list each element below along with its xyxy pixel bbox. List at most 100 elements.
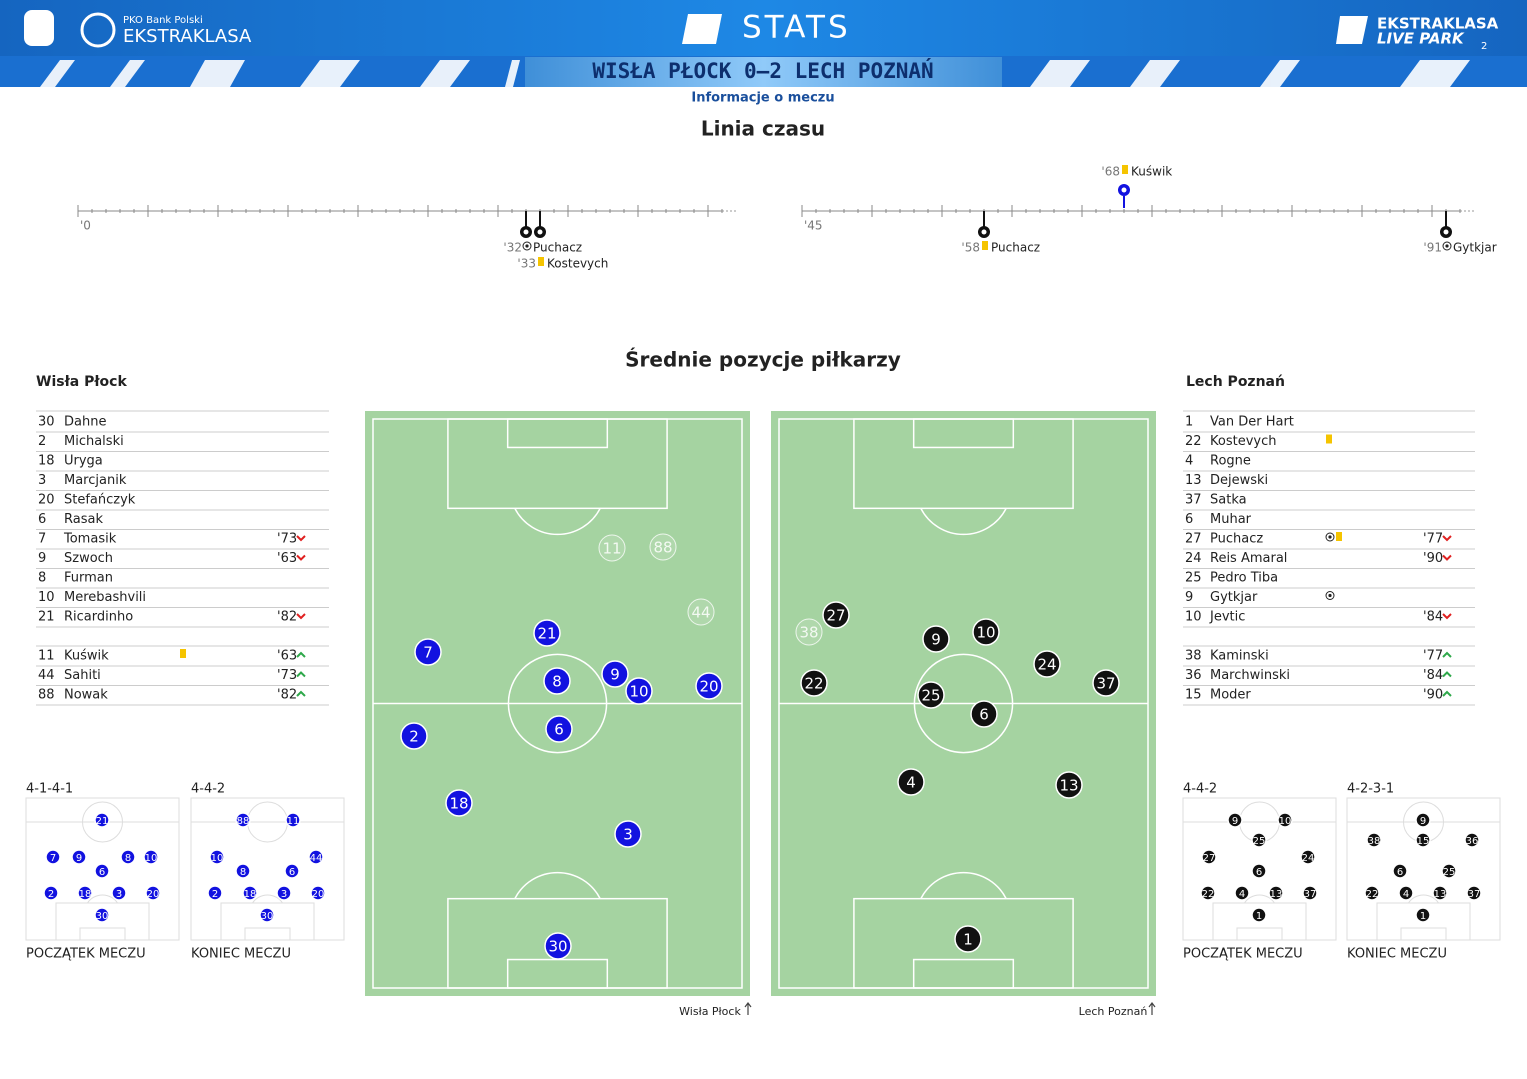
goal-box	[912, 958, 1015, 989]
live-park-bottom: LIVE PARK	[1377, 30, 1465, 48]
player-marker-number: 22	[804, 675, 823, 693]
player-marker-number: 20	[699, 678, 718, 696]
player-marker-number: 22	[1366, 889, 1379, 900]
player-marker-number: 13	[1059, 777, 1078, 795]
player-marker-number: 9	[931, 631, 941, 649]
player-marker	[94, 863, 110, 879]
pitch-direction-label: Lech Poznań	[1079, 1005, 1148, 1018]
player-marker	[235, 812, 251, 828]
sub-minute: '63	[277, 551, 297, 566]
home-team-name: Wisła Płock	[36, 374, 127, 390]
player-name: Tomasik	[63, 532, 117, 547]
player-number: 20	[38, 493, 55, 508]
player-marker	[1092, 669, 1120, 697]
formation-phase: KONIEC MECZU	[1347, 947, 1447, 962]
league-logo	[80, 12, 116, 48]
player-marker	[1200, 885, 1216, 901]
player-marker-number: 8	[240, 867, 246, 878]
mini-arc	[1244, 894, 1275, 904]
mini-arc	[1408, 894, 1439, 904]
player-marker	[1227, 812, 1243, 828]
sub-arrow	[296, 554, 306, 561]
player-marker	[545, 715, 573, 743]
player-marker-number: 10	[976, 624, 995, 642]
info-link[interactable]: Informacje o meczu	[691, 91, 834, 106]
sub-minute: '84	[1423, 668, 1443, 683]
player-name: Rogne	[1210, 454, 1251, 469]
player-name: Szwoch	[64, 551, 113, 566]
sub-arrow	[1442, 671, 1452, 678]
player-number: 38	[1185, 649, 1202, 664]
player-marker-number: 30	[548, 938, 567, 956]
player-name: Merebashvili	[64, 590, 146, 605]
player-marker-number: 38	[1368, 836, 1381, 847]
player-name: Kostevych	[1210, 434, 1276, 449]
player-marker	[400, 722, 428, 750]
sub-minute: '90	[1423, 551, 1443, 566]
sub-minute: '90	[1423, 688, 1443, 703]
player-number: 10	[38, 590, 55, 605]
player-number: 7	[38, 532, 46, 547]
player-marker-number: 18	[79, 889, 92, 900]
player-name: Kuświk	[64, 649, 109, 664]
player-number: 11	[38, 649, 55, 664]
player-number: 24	[1185, 551, 1202, 566]
player-marker	[1033, 650, 1061, 678]
player-number: 6	[1185, 512, 1193, 527]
half-start-label: '0	[80, 219, 91, 233]
sub-arrow	[296, 535, 306, 542]
player-marker-number: 37	[1096, 675, 1115, 693]
player-marker	[308, 849, 324, 865]
player-marker	[1055, 771, 1083, 799]
match-title: WISŁA PŁOCK 0–2 LECH POZNAŃ	[592, 58, 933, 83]
player-name: Rasak	[64, 512, 103, 527]
player-marker	[45, 849, 61, 865]
player-name: Van Der Hart	[1210, 415, 1294, 430]
event-minute: '91	[1423, 241, 1442, 255]
sub-arrow	[296, 690, 306, 697]
sub-arrow	[1442, 554, 1452, 561]
timeline-title: Linia czasu	[701, 117, 825, 141]
player-marker	[649, 533, 677, 561]
player-number: 15	[1185, 688, 1202, 703]
player-marker	[1432, 885, 1448, 901]
player-marker	[1464, 832, 1480, 848]
player-marker-number: 21	[96, 816, 109, 827]
player-marker	[954, 925, 982, 953]
half-start-label: '45	[804, 219, 823, 233]
player-marker-number: 9	[1420, 816, 1426, 827]
player-marker	[1234, 885, 1250, 901]
player-marker	[310, 885, 326, 901]
player-marker-number: 9	[1232, 816, 1238, 827]
player-marker	[1398, 885, 1414, 901]
player-marker-number: 18	[244, 889, 257, 900]
player-marker	[143, 849, 159, 865]
player-marker-number: 6	[979, 706, 989, 724]
player-marker	[1415, 832, 1431, 848]
player-marker-number: 1	[1420, 911, 1426, 922]
player-marker-number: 7	[50, 853, 56, 864]
player-marker	[598, 534, 626, 562]
player-number: 2	[38, 434, 46, 449]
player-name: Ricardinho	[64, 610, 133, 625]
player-marker-number: 9	[76, 853, 82, 864]
event-minute: '68	[1101, 165, 1120, 179]
sub-arrow	[1442, 690, 1452, 697]
player-number: 3	[38, 473, 46, 488]
sub-minute: '77	[1423, 649, 1443, 664]
pitch-direction-label: Wisła Płock	[679, 1005, 741, 1018]
mini-goal-box	[1400, 927, 1447, 941]
player-marker	[533, 619, 561, 647]
formation-phase: POCZĄTEK MECZU	[1183, 947, 1303, 962]
penalty-arc	[514, 871, 601, 900]
player-number: 21	[38, 610, 55, 625]
player-marker	[94, 907, 110, 923]
player-marker	[1268, 885, 1284, 901]
player-marker-number: 38	[799, 624, 818, 642]
player-marker-number: 15	[1417, 836, 1430, 847]
away-team-name: Lech Poznań	[1186, 374, 1285, 390]
event-player: Kuświk	[1131, 165, 1172, 179]
yellow-card	[538, 257, 544, 266]
sub-minute: '73	[277, 532, 297, 547]
player-marker-number: 4	[1403, 889, 1409, 900]
